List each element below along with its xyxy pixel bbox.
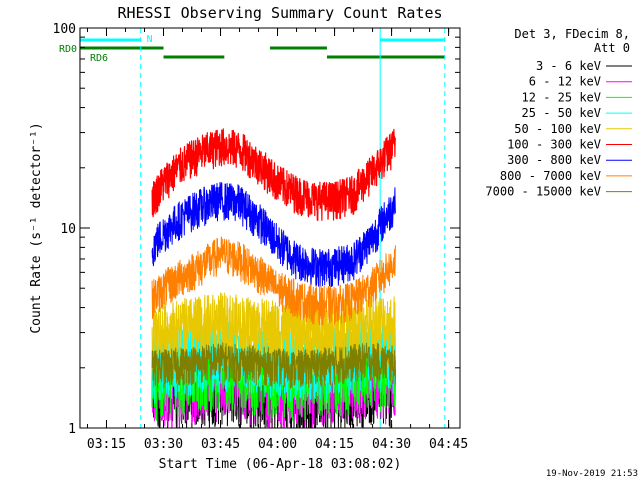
legend-entry-label-8: 800 - 7000 keV (500, 169, 601, 183)
flag-label-rd6: RD6 (90, 53, 108, 64)
legend: Det 3, FDecim 8, Att 0 3 - 6 keV 6 - 12 ke… (485, 27, 632, 199)
series-line-7 (151, 182, 396, 287)
series-line-9 (151, 342, 396, 389)
x-axis-label: Start Time (06-Apr-18 03:08:02) (159, 457, 402, 472)
series-line-6 (151, 128, 396, 221)
x-tick-label-6: 04:30 (372, 437, 411, 452)
legend-entry-label-6: 100 - 300 keV (507, 138, 601, 152)
legend-entry-label-2: 6 - 12 keV (529, 75, 601, 89)
x-tick-label-5: 04:15 (315, 437, 354, 452)
legend-title-line-1: Det 3, FDecim 8, (514, 27, 630, 41)
x-tick-label-2: 03:30 (144, 437, 183, 452)
footer-timestamp: 19-Nov-2019 21:53 (546, 469, 638, 479)
flag-bars: RD0 RD6 N (59, 34, 445, 64)
y-axis: 1 10 100 (53, 22, 460, 437)
legend-title-line-2: Att 0 (594, 41, 630, 55)
chart-title: RHESSI Observing Summary Count Rates (117, 4, 442, 22)
flag-label-n: N (147, 34, 153, 45)
legend-entry-label-3: 12 - 25 keV (522, 90, 601, 104)
legend-entry-label-7: 300 - 800 keV (507, 153, 601, 167)
legend-entry-label-9: 7000 - 15000 keV (485, 185, 601, 199)
legend-title: Det 3, FDecim 8, Att 0 (514, 27, 630, 55)
series-line-8 (151, 236, 396, 326)
x-tick-label-3: 03:45 (201, 437, 240, 452)
flag-label-rd0: RD0 (59, 44, 77, 55)
y-tick-label-3: 100 (53, 22, 76, 37)
x-tick-label-7: 04:45 (429, 437, 468, 452)
plot-data (151, 128, 396, 429)
legend-entry-label-5: 50 - 100 keV (514, 122, 601, 136)
y-axis-label: Count Rate (s⁻¹ detector⁻¹) (29, 122, 44, 333)
x-axis: 03:15 03:30 03:45 04:00 04:15 04:30 04:45 (87, 28, 468, 452)
legend-entry-label-1: 3 - 6 keV (536, 59, 601, 73)
y-tick-label-1: 1 (68, 422, 76, 437)
y-tick-label-2: 10 (60, 222, 76, 237)
x-tick-label-1: 03:15 (87, 437, 126, 452)
legend-entry-label-4: 25 - 50 keV (522, 106, 601, 120)
x-tick-label-4: 04:00 (258, 437, 297, 452)
